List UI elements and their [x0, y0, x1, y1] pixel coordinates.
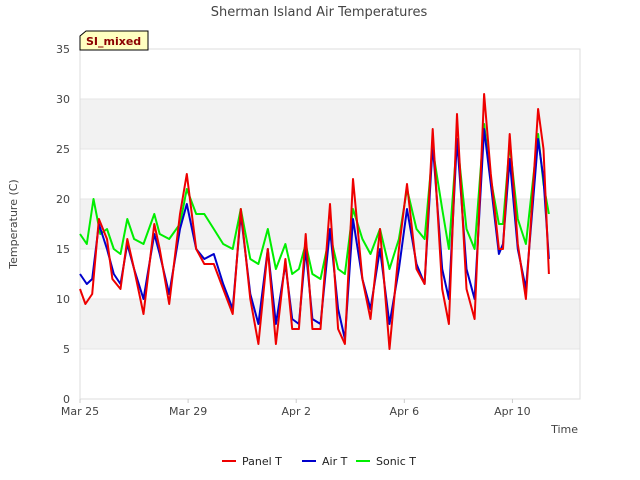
- y-tick-label: 35: [56, 43, 70, 56]
- legend: Panel T Air T Sonic T: [222, 455, 416, 468]
- site-badge-label: SI_mixed: [86, 35, 141, 48]
- legend-label: Air T: [322, 455, 348, 468]
- y-tick-label: 0: [63, 393, 70, 406]
- legend-label: Sonic T: [376, 455, 416, 468]
- site-badge-box: [79, 30, 149, 51]
- y-tick-label: 25: [56, 143, 70, 156]
- series-line-sonic-t: [79, 123, 550, 280]
- y-tick-label: 10: [56, 293, 70, 306]
- y-axis-label: Temperature (C): [7, 179, 20, 269]
- x-tick-label: Apr 10: [494, 405, 531, 418]
- legend-label: Panel T: [242, 455, 282, 468]
- series-layer: [79, 93, 550, 350]
- x-tick-label: Apr 2: [281, 405, 311, 418]
- x-axis-label: Time: [550, 423, 578, 436]
- grid-band: [80, 299, 580, 349]
- plot-area-border: [79, 48, 581, 400]
- y-tick-label: 20: [56, 193, 70, 206]
- series-line-panel-t: [79, 93, 550, 350]
- x-axis: Mar 25 Mar 29 Apr 2 Apr 6 Apr 10: [61, 399, 531, 418]
- y-axis: 0 5 10 15 20 25 30 35: [56, 43, 70, 406]
- x-tick-label: Apr 6: [390, 405, 420, 418]
- x-tick-label: Mar 29: [169, 405, 207, 418]
- y-tick-label: 15: [56, 243, 70, 256]
- chart-title: Sherman Island Air Temperatures: [211, 5, 428, 20]
- y-tick-label: 5: [63, 343, 70, 356]
- site-badge: SI_mixed: [79, 30, 149, 51]
- grid-band: [80, 99, 580, 149]
- y-tick-label: 30: [56, 93, 70, 106]
- x-tick-label: Mar 25: [61, 405, 99, 418]
